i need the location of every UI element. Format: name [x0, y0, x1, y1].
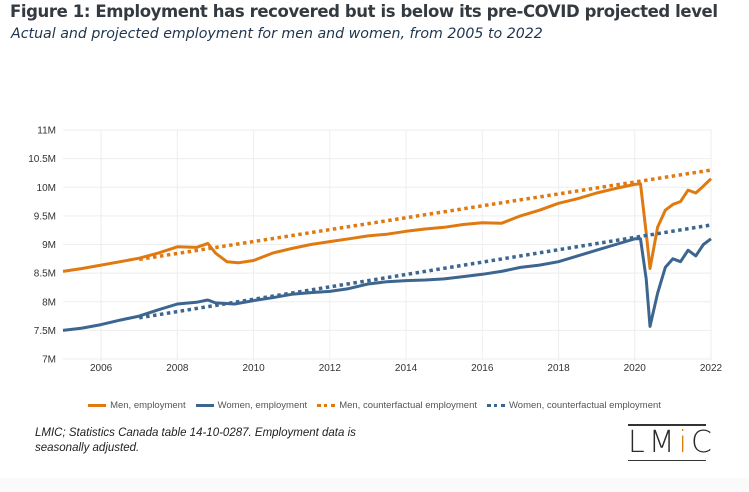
series-line-men-employment — [62, 177, 713, 273]
y-tick-label: 10.5M — [28, 154, 56, 165]
x-tick-label: 2006 — [90, 363, 113, 374]
logo-text: LMiC — [628, 424, 712, 460]
chart-title: Figure 1: Employment has recovered but i… — [10, 2, 718, 21]
legend-item-men-employment[interactable]: Men, employment — [88, 400, 186, 411]
logo-bottom-rule — [628, 459, 706, 461]
legend-item-men-counterfactual[interactable]: Men, counterfactual employment — [317, 400, 477, 411]
legend-item-women-counterfactual[interactable]: Women, counterfactual employment — [487, 400, 661, 411]
y-tick-label: 7.5M — [34, 326, 56, 337]
x-tick-label: 2014 — [395, 363, 418, 374]
legend-label: Women, counterfactual employment — [509, 400, 661, 411]
x-tick-label: 2012 — [319, 363, 342, 374]
bottom-bar — [0, 478, 749, 492]
logo-c: C — [690, 424, 716, 460]
y-tick-label: 9.5M — [34, 211, 56, 222]
legend-item-women-employment[interactable]: Women, employment — [195, 400, 308, 411]
series-line-women-employment — [62, 237, 712, 332]
logo-top-rule — [628, 424, 706, 426]
y-tick-label: 8M — [42, 297, 56, 308]
x-tick-label: 2008 — [166, 363, 189, 374]
series-line-women-counterfactual-employment — [138, 223, 712, 320]
legend-label: Men, employment — [110, 400, 186, 411]
x-tick-label: 2010 — [242, 363, 265, 374]
y-tick-label: 10M — [37, 183, 56, 194]
x-tick-label: 2022 — [700, 363, 723, 374]
legend: Men, employment Women, employment Men, c… — [0, 400, 749, 411]
legend-swatch-men-counterfactual — [317, 404, 336, 407]
source-note: LMIC; Statistics Canada table 14-10-0287… — [35, 427, 356, 454]
legend-swatch-men-employment — [88, 404, 107, 407]
logo-i-accent: i — [678, 424, 691, 460]
logo-lm: LM — [628, 424, 679, 460]
y-tick-label: 7M — [42, 355, 56, 366]
y-tick-label: 9M — [42, 240, 56, 251]
legend-swatch-women-employment — [195, 404, 214, 407]
lmic-logo: LMiC — [628, 424, 712, 461]
y-axis-ticks: 7M 7.5M 8M 8.5M 9M 9.5M 10M 10.5M 11M — [28, 126, 56, 366]
x-axis-ticks: 2006 2008 2010 2012 2014 2016 2018 2020 2022 — [90, 363, 723, 374]
legend-label: Men, counterfactual employment — [339, 400, 478, 411]
x-tick-label: 2020 — [624, 363, 647, 374]
y-tick-label: 8.5M — [34, 269, 56, 280]
series-line-men-counterfactual-employment — [138, 168, 712, 262]
series-lines — [62, 168, 713, 332]
x-tick-label: 2018 — [547, 363, 570, 374]
y-tick-label: 11M — [37, 126, 56, 137]
chart-subtitle: Actual and projected employment for men … — [11, 26, 543, 42]
x-tick-label: 2016 — [471, 363, 494, 374]
legend-label: Women, employment — [217, 400, 308, 411]
legend-swatch-women-counterfactual — [487, 404, 506, 407]
